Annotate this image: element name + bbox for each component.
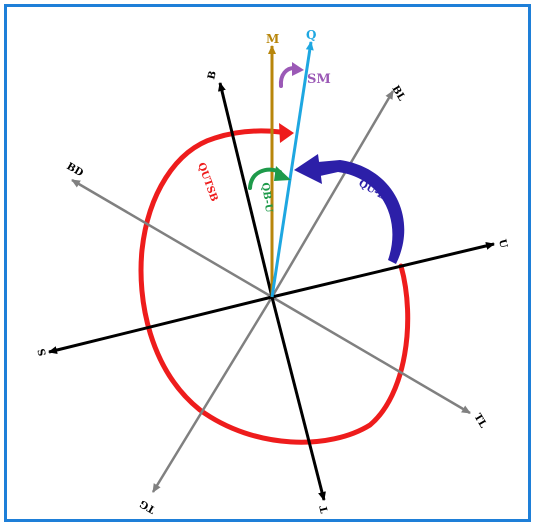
axis-b xyxy=(218,82,274,298)
axis-bl xyxy=(270,90,395,298)
axis-label-tg: TG xyxy=(138,497,157,515)
axis-label-bl: BL xyxy=(389,84,406,103)
axis-label-u: U xyxy=(496,238,509,249)
rotation-qutsb-arc xyxy=(138,128,411,445)
axis-label-m: M xyxy=(266,32,279,46)
axis-label-s: S xyxy=(36,347,48,357)
axis-label-tl: TL xyxy=(471,412,488,430)
axis-label-b: B xyxy=(206,70,219,81)
rotation-qutsb-arrowhead xyxy=(279,123,294,143)
axis-label-t: T xyxy=(318,504,331,514)
rotation-qb-u-arrowhead xyxy=(274,166,291,181)
rotation-label-qutsb: QUTSB xyxy=(195,161,219,203)
rotation-qu-b-arc xyxy=(318,160,405,264)
axis-label-bd: BD xyxy=(65,161,86,179)
axis-tl xyxy=(271,295,471,415)
axis-t xyxy=(270,296,326,501)
rotation-label-sm: SM xyxy=(307,72,331,87)
axis-tg xyxy=(151,296,274,493)
axis-s xyxy=(48,295,273,354)
axis-bd xyxy=(71,178,273,299)
rotation-label-qb-u: QB-U xyxy=(259,182,274,214)
rotation-sm-arrowhead xyxy=(292,62,304,76)
axis-q xyxy=(270,41,314,298)
axis-label-q: Q xyxy=(306,28,316,42)
frame-border xyxy=(4,4,531,522)
rotation-qu-b-arrowhead xyxy=(294,154,322,184)
axis-u xyxy=(271,241,495,299)
